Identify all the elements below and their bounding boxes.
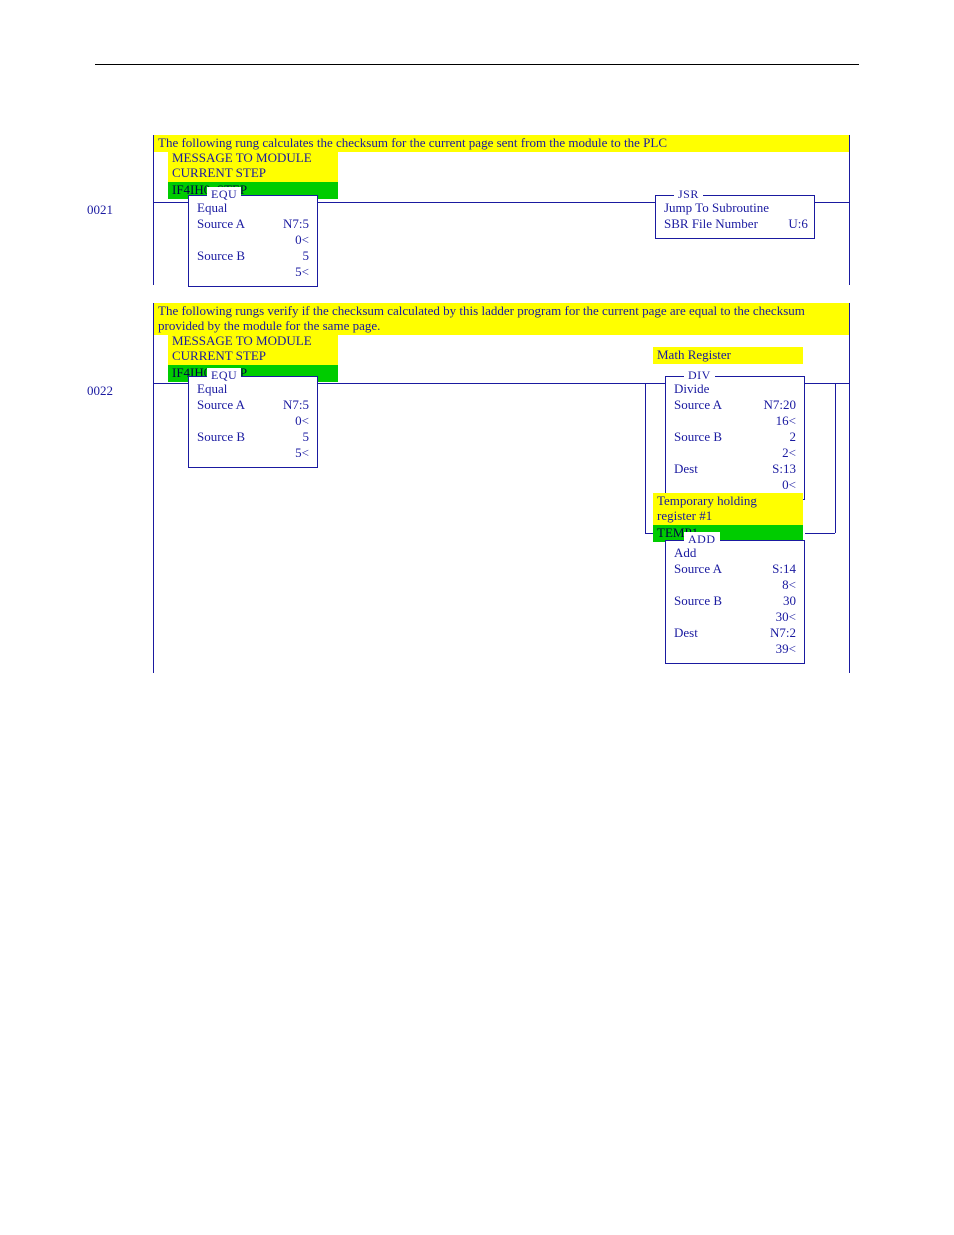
wire bbox=[815, 202, 849, 203]
add-labels: Temporary holding register #1 TEMP1 bbox=[653, 493, 803, 542]
rung-comment: The following rungs verify if the checks… bbox=[154, 303, 849, 335]
equ-instruction: EQU Equal Source AN7:5 0< Source B5 5< bbox=[188, 195, 318, 287]
wire bbox=[805, 533, 835, 534]
jsr-instruction: JSR Jump To Subroutine SBR File NumberU:… bbox=[655, 195, 815, 239]
div-label-yellow: Math Register bbox=[653, 347, 803, 364]
vwire bbox=[645, 383, 646, 533]
rung-0022: 0022 The following rungs verify if the c… bbox=[105, 303, 850, 673]
div-instruction: DIV Divide Source AN7:20 16< Source B2 2… bbox=[665, 376, 805, 500]
vwire bbox=[835, 383, 836, 533]
equ-label-yellow: MESSAGE TO MODULE CURRENT STEP bbox=[168, 150, 338, 182]
rung-0021: 0021 The following rung calculates the c… bbox=[105, 135, 850, 285]
equ-labels: MESSAGE TO MODULE CURRENT STEP IF4IH0_ST… bbox=[168, 150, 348, 199]
rail-right bbox=[849, 303, 850, 673]
wire bbox=[805, 383, 835, 384]
equ-title: Equal bbox=[197, 381, 227, 397]
add-title: Add bbox=[674, 545, 696, 561]
page: 0021 The following rung calculates the c… bbox=[0, 0, 954, 1235]
rung-number: 0022 bbox=[87, 383, 113, 399]
div-labels: Math Register bbox=[653, 347, 803, 364]
page-top-rule bbox=[95, 64, 859, 65]
wire bbox=[835, 383, 849, 384]
wire bbox=[645, 383, 665, 384]
div-legend: DIV bbox=[684, 368, 715, 383]
add-instruction: ADD Add Source AS:14 8< Source B30 30< D… bbox=[665, 540, 805, 664]
rail-right bbox=[849, 135, 850, 285]
equ-legend: EQU bbox=[207, 368, 241, 383]
wire bbox=[318, 202, 655, 203]
equ-legend: EQU bbox=[207, 187, 241, 202]
equ-label-yellow: MESSAGE TO MODULE CURRENT STEP bbox=[168, 333, 338, 365]
rail-left bbox=[153, 135, 154, 285]
ladder-diagram: 0021 The following rung calculates the c… bbox=[105, 135, 850, 691]
rung-number: 0021 bbox=[87, 202, 113, 218]
jsr-title: Jump To Subroutine bbox=[664, 200, 769, 216]
equ-labels: MESSAGE TO MODULE CURRENT STEP IF4IH0_ST… bbox=[168, 333, 348, 382]
equ-title: Equal bbox=[197, 200, 227, 216]
div-title: Divide bbox=[674, 381, 709, 397]
equ-instruction: EQU Equal Source AN7:5 0< Source B5 5< bbox=[188, 376, 318, 468]
rail-left bbox=[153, 303, 154, 673]
wire bbox=[318, 383, 645, 384]
wire bbox=[154, 202, 188, 203]
jsr-legend: JSR bbox=[674, 187, 703, 202]
wire bbox=[154, 383, 188, 384]
add-legend: ADD bbox=[684, 532, 720, 547]
add-label-yellow: Temporary holding register #1 bbox=[653, 493, 803, 525]
